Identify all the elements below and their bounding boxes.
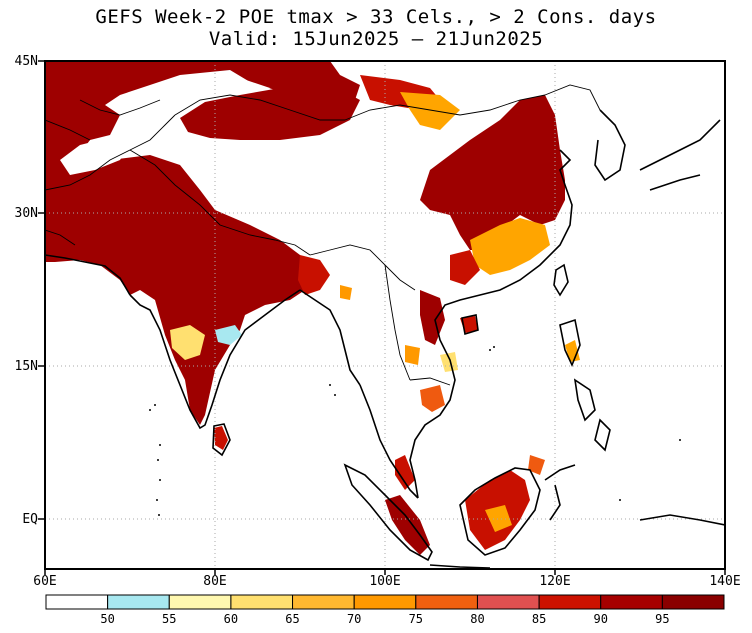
legend-threshold-label: 70 bbox=[346, 612, 362, 626]
fill-tarim bbox=[180, 85, 360, 140]
fill-laos-spots bbox=[440, 352, 458, 372]
fill-cambodia bbox=[420, 385, 445, 412]
legend-swatch bbox=[107, 594, 170, 610]
legend-threshold-label: 65 bbox=[285, 612, 300, 626]
legend-threshold-label: 80 bbox=[470, 612, 485, 626]
fill-sumatra bbox=[385, 495, 430, 555]
lat-label-eq: EQ bbox=[22, 512, 38, 527]
legend-swatch bbox=[415, 594, 478, 610]
fill-deccan-cyan bbox=[215, 325, 242, 345]
fill-east-china bbox=[420, 95, 565, 250]
fill-west-asia bbox=[45, 61, 305, 425]
lon-label-100e: 100E bbox=[369, 574, 401, 589]
lon-label-120e: 120E bbox=[539, 574, 571, 589]
fill-sri-lanka bbox=[214, 426, 228, 450]
legend-threshold-label: 85 bbox=[531, 612, 547, 626]
legend-swatch bbox=[600, 594, 663, 610]
axis-ticks bbox=[38, 60, 726, 575]
lon-label-80e: 80E bbox=[203, 574, 227, 589]
fill-vietnam-north bbox=[420, 290, 445, 345]
legend-threshold-label: 75 bbox=[408, 612, 424, 626]
fill-deccan-gap bbox=[170, 325, 205, 360]
legend-swatch bbox=[45, 594, 109, 610]
legend-threshold-label: 90 bbox=[593, 612, 608, 626]
coastlines bbox=[45, 109, 725, 569]
legend-threshold-label: 55 bbox=[162, 612, 177, 626]
fill-mongolia-orange bbox=[400, 92, 460, 130]
legend-colorbar bbox=[45, 594, 725, 610]
grid-lines bbox=[45, 61, 725, 569]
legend-swatch bbox=[292, 594, 355, 610]
legend-threshold-label: 60 bbox=[223, 612, 239, 626]
lat-label-30n: 30N bbox=[14, 206, 38, 221]
lat-label-45n: 45N bbox=[14, 54, 38, 69]
lon-label-140e: 140E bbox=[709, 574, 741, 589]
legend-threshold-label: 95 bbox=[655, 612, 670, 626]
lat-label-15n: 15N bbox=[14, 359, 38, 374]
legend-threshold-label: 50 bbox=[100, 612, 115, 626]
map-subtitle: Valid: 15Jun2025 – 21Jun2025 bbox=[208, 28, 544, 50]
islands bbox=[149, 346, 681, 516]
fill-myanmar-spot bbox=[340, 285, 352, 300]
fill-sulawesi bbox=[528, 455, 545, 475]
fill-indochina-spots bbox=[405, 345, 420, 365]
legend-swatch bbox=[168, 594, 232, 610]
fill-bangladesh bbox=[298, 255, 330, 295]
lon-label-60e: 60E bbox=[33, 574, 57, 589]
borders bbox=[45, 84, 601, 386]
legend-swatch bbox=[661, 594, 725, 610]
fill-malaya bbox=[395, 455, 415, 490]
fill-borneo-orange bbox=[485, 505, 512, 532]
legend-swatch bbox=[538, 594, 602, 610]
legend-swatch bbox=[353, 594, 417, 610]
legend-swatch bbox=[230, 594, 294, 610]
fill-east-china-spots bbox=[450, 250, 480, 285]
map-title: GEFS Week-2 POE tmax > 33 Cels., > 2 Con… bbox=[95, 6, 657, 28]
legend-swatch bbox=[476, 594, 540, 610]
fill-kashmir-gap bbox=[60, 135, 130, 175]
probability-fill bbox=[45, 61, 580, 555]
fill-east-china-orange bbox=[470, 218, 550, 275]
